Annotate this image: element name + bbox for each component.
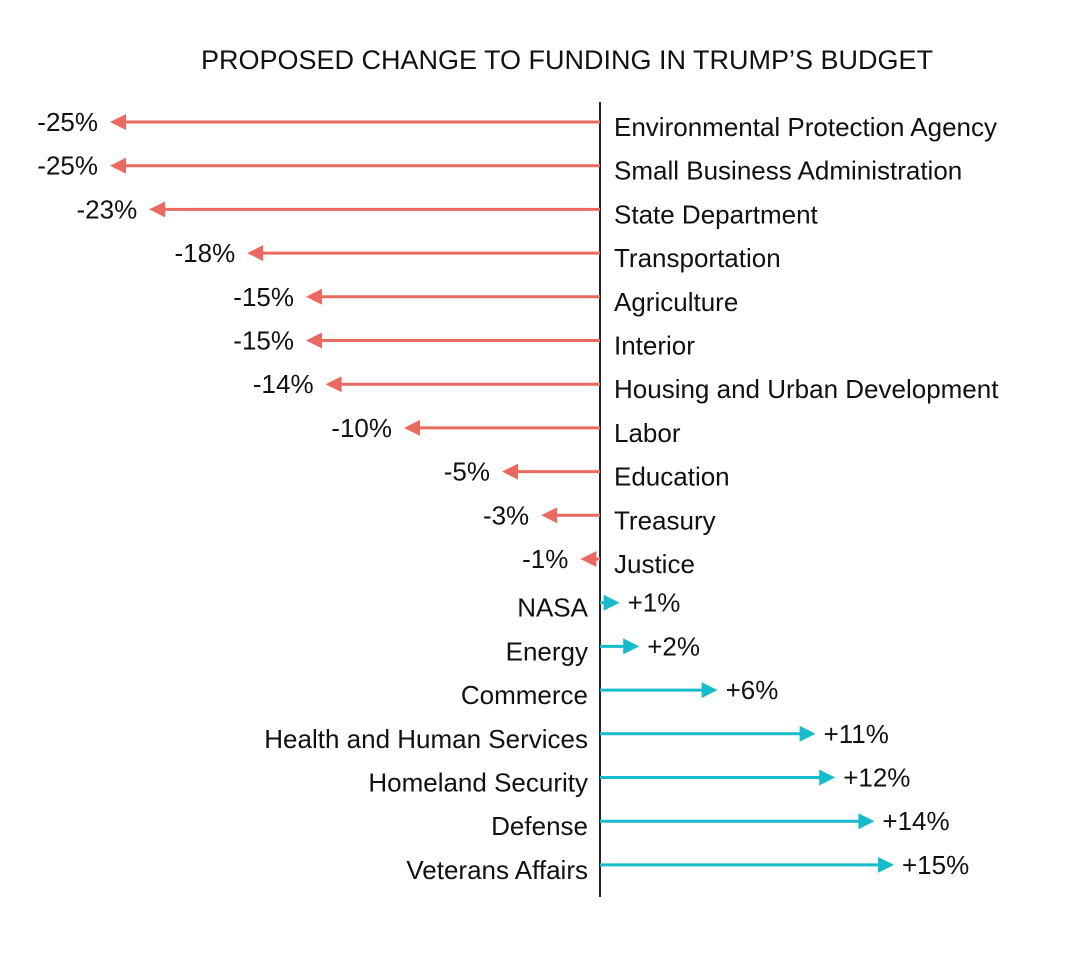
category-label-state-department: State Department: [614, 199, 819, 229]
category-label-transportation: Transportation: [614, 243, 781, 273]
arrow-head-education: [502, 463, 518, 480]
category-label-homeland-security: Homeland Security: [368, 768, 588, 798]
arrow-head-veterans-affairs: [878, 856, 894, 873]
arrow-head-treasury: [541, 507, 558, 524]
arrow-marks: Environmental Protection Agency -25% Small…: [37, 107, 999, 885]
value-label-nasa: +1%: [628, 588, 681, 618]
arrow-head-state-department: [149, 201, 166, 218]
value-label-justice: -1%: [522, 544, 568, 574]
value-label-small-business-administration: -25%: [37, 151, 98, 181]
value-label-interior: -15%: [233, 326, 294, 356]
category-label-health-and-human-services: Health and Human Services: [264, 724, 588, 754]
arrow-head-agriculture: [306, 288, 322, 305]
category-label-veterans-affairs: Veterans Affairs: [406, 855, 588, 885]
value-label-environmental-protection-agency: -25%: [37, 107, 98, 137]
category-label-nasa: NASA: [517, 593, 588, 623]
value-label-education: -5%: [444, 457, 490, 487]
category-label-small-business-administration: Small Business Administration: [614, 156, 962, 186]
category-label-interior: Interior: [614, 331, 695, 361]
arrow-head-transportation: [247, 245, 264, 262]
value-label-health-and-human-services: +11%: [824, 719, 889, 749]
arrow-head-homeland-security: [819, 769, 836, 786]
category-label-environmental-protection-agency: Environmental Protection Agency: [614, 112, 997, 142]
category-label-energy: Energy: [506, 636, 588, 666]
value-label-commerce: +6%: [726, 675, 779, 705]
value-label-treasury: -3%: [483, 500, 529, 530]
category-label-defense: Defense: [491, 811, 588, 841]
arrow-head-defense: [858, 813, 875, 830]
value-label-defense: +14%: [882, 806, 949, 836]
value-label-transportation: -18%: [174, 238, 235, 268]
arrow-head-small-business-administration: [110, 157, 126, 174]
value-label-energy: +2%: [647, 631, 700, 661]
arrow-head-justice: [580, 551, 597, 567]
arrow-head-energy: [623, 638, 640, 655]
arrow-head-environmental-protection-agency: [110, 114, 126, 130]
arrow-head-commerce: [701, 682, 718, 699]
category-label-housing-and-urban-development: Housing and Urban Development: [614, 374, 999, 404]
category-label-justice: Justice: [614, 549, 695, 579]
value-label-homeland-security: +12%: [843, 763, 910, 793]
chart-title: PROPOSED CHANGE TO FUNDING IN TRUMP’S BU…: [201, 45, 933, 75]
arrow-head-interior: [306, 332, 322, 349]
value-label-agriculture: -15%: [233, 282, 294, 312]
value-label-labor: -10%: [331, 413, 392, 443]
arrow-head-nasa: [603, 594, 620, 611]
category-label-treasury: Treasury: [614, 505, 716, 535]
arrow-head-labor: [404, 419, 420, 436]
value-label-veterans-affairs: +15%: [902, 850, 969, 880]
arrow-head-housing-and-urban-development: [325, 376, 342, 393]
category-label-labor: Labor: [614, 418, 681, 448]
value-label-state-department: -23%: [76, 194, 137, 224]
category-label-agriculture: Agriculture: [614, 287, 738, 317]
category-label-education: Education: [614, 462, 730, 492]
arrow-head-health-and-human-services: [799, 725, 816, 742]
value-label-housing-and-urban-development: -14%: [253, 369, 314, 399]
category-label-commerce: Commerce: [461, 680, 588, 710]
